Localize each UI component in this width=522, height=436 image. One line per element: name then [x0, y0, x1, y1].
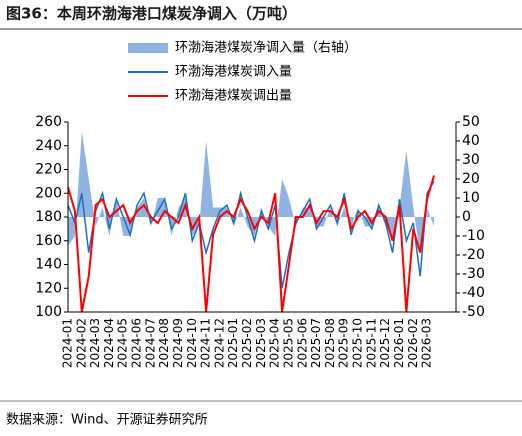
y2-tick-label: -20	[462, 247, 485, 263]
x-tick-label: 2024-07	[143, 318, 157, 368]
y-tick-label: 100	[35, 304, 62, 320]
x-tick-label: 2025-01	[226, 318, 240, 368]
series-line	[67, 175, 435, 313]
x-tick-label: 2024-01	[61, 318, 75, 368]
x-tick-label: 2024-05	[116, 318, 130, 368]
y2-tick-label: 50	[462, 114, 480, 130]
x-tick-label: 2024-06	[130, 318, 144, 368]
y-tick-label: 140	[35, 257, 62, 273]
x-tick-label: 2024-02	[74, 318, 88, 368]
x-tick-label: 2025-04	[268, 318, 282, 368]
y2-tick-label: 40	[462, 133, 480, 149]
y2-tick-label: 30	[462, 152, 480, 168]
x-tick-label: 2024-03	[88, 318, 102, 368]
y2-tick-label: -40	[462, 285, 485, 301]
x-tick-label: 2024-11	[199, 318, 213, 368]
y-tick-label: 180	[35, 209, 62, 225]
x-tick-label: 2025-09	[337, 318, 351, 368]
x-tick-label: 2026-02	[406, 318, 420, 368]
y-tick-label: 200	[35, 185, 62, 201]
net-area	[68, 131, 434, 255]
x-tick-label: 2025-07	[309, 318, 323, 368]
x-tick-label: 2025-11	[364, 318, 378, 368]
x-tick-label: 2024-04	[102, 318, 116, 368]
x-tick-label: 2026-01	[392, 318, 406, 368]
chart-title: 图36：本周环渤海港口煤炭净调入（万吨）	[6, 5, 297, 23]
x-tick-label: 2025-03	[254, 318, 268, 368]
source: 数据来源：Wind、开源证券研究所	[6, 412, 208, 428]
x-tick-label: 2025-10	[351, 318, 365, 368]
x-tick-label: 2025-02	[240, 318, 254, 368]
x-tick-label: 2024-12	[212, 318, 226, 368]
x-tick-label: 2024-10	[185, 318, 199, 368]
y2-tick-label: 10	[462, 190, 480, 206]
x-tick-label: 2025-12	[378, 318, 392, 368]
x-tick-label: 2026-03	[420, 318, 434, 368]
y-tick-label: 160	[35, 233, 62, 249]
y-tick-label: 240	[35, 138, 62, 154]
legend-label: 环渤海港煤炭净调入量（右轴）	[175, 40, 357, 56]
x-tick-label: 2024-09	[171, 318, 185, 368]
y-tick-label: 260	[35, 114, 62, 130]
legend-label: 环渤海港煤炭调入量	[175, 64, 292, 80]
y2-tick-label: 20	[462, 171, 480, 187]
x-tick-label: 2025-06	[295, 318, 309, 368]
x-tick-label: 2025-08	[323, 318, 337, 368]
y2-tick-label: -30	[462, 266, 485, 282]
x-tick-label: 2024-08	[157, 318, 171, 368]
series-line	[67, 180, 435, 289]
y2-tick-label: 0	[462, 209, 471, 225]
legend-label: 环渤海港煤炭调出量	[175, 88, 292, 104]
y-tick-label: 120	[35, 280, 62, 296]
legend-swatch	[128, 43, 168, 53]
y-tick-label: 220	[35, 162, 62, 178]
y2-tick-label: -10	[462, 228, 485, 244]
x-tick-label: 2025-05	[281, 318, 295, 368]
y2-tick-label: -50	[462, 304, 485, 320]
